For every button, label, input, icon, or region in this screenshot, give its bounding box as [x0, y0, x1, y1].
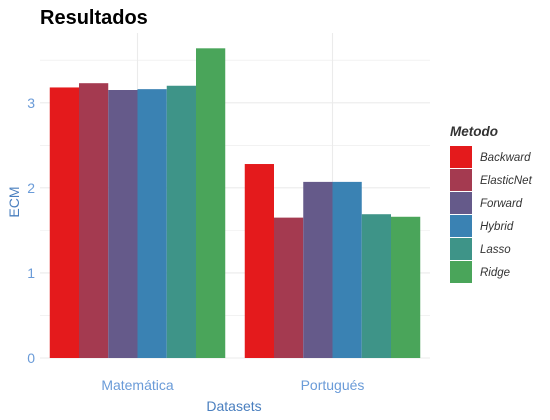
- bar-hybrid-matematica: [137, 89, 167, 359]
- legend-swatch-ridge: [450, 261, 472, 283]
- legend-swatch-forward: [450, 192, 472, 214]
- bar-hybrid-portugues: [332, 181, 362, 358]
- bar-forward-matematica: [108, 90, 138, 358]
- bar-backward-portugues: [244, 164, 274, 358]
- y-tick-label: 1: [27, 265, 35, 281]
- legend-swatch-lasso: [450, 238, 472, 260]
- legend-label-hybrid: Hybrid: [480, 221, 514, 233]
- legend-label-ridge: Ridge: [480, 267, 510, 279]
- chart-title: Resultados: [40, 7, 148, 29]
- x-tick-label: Matemática: [101, 377, 174, 393]
- legend-swatch-hybrid: [450, 215, 472, 237]
- bar-backward-matematica: [49, 87, 79, 359]
- legend-swatch-elasticnet: [450, 169, 472, 191]
- bar-lasso-matematica: [166, 85, 196, 358]
- legend-swatch-backward: [450, 146, 472, 168]
- bars: [49, 48, 421, 359]
- legend-label-elasticnet: ElasticNet: [480, 175, 533, 187]
- bar-elasticnet-portugues: [274, 217, 304, 358]
- bar-elasticnet-matematica: [79, 83, 109, 358]
- y-tick-label: 0: [27, 350, 35, 366]
- bar-lasso-portugues: [361, 214, 391, 358]
- y-tick-label: 3: [27, 95, 35, 111]
- bar-forward-portugues: [303, 181, 333, 358]
- x-axis-title: Datasets: [206, 398, 261, 414]
- legend: Metodo Backward ElasticNet Forward Hybrid La…: [450, 124, 533, 283]
- legend-label-backward: Backward: [480, 152, 531, 164]
- bar-ridge-portugues: [391, 216, 421, 358]
- y-axis-title: ECM: [6, 186, 22, 217]
- y-axis-ticks: 0 1 2 3: [27, 95, 35, 366]
- y-tick-label: 2: [27, 180, 35, 196]
- x-tick-label: Portugués: [301, 377, 365, 393]
- legend-label-forward: Forward: [480, 198, 523, 210]
- x-axis-ticks: Matemática Portugués: [101, 377, 364, 393]
- legend-title: Metodo: [450, 124, 498, 139]
- legend-label-lasso: Lasso: [480, 244, 511, 256]
- bar-ridge-matematica: [196, 48, 226, 358]
